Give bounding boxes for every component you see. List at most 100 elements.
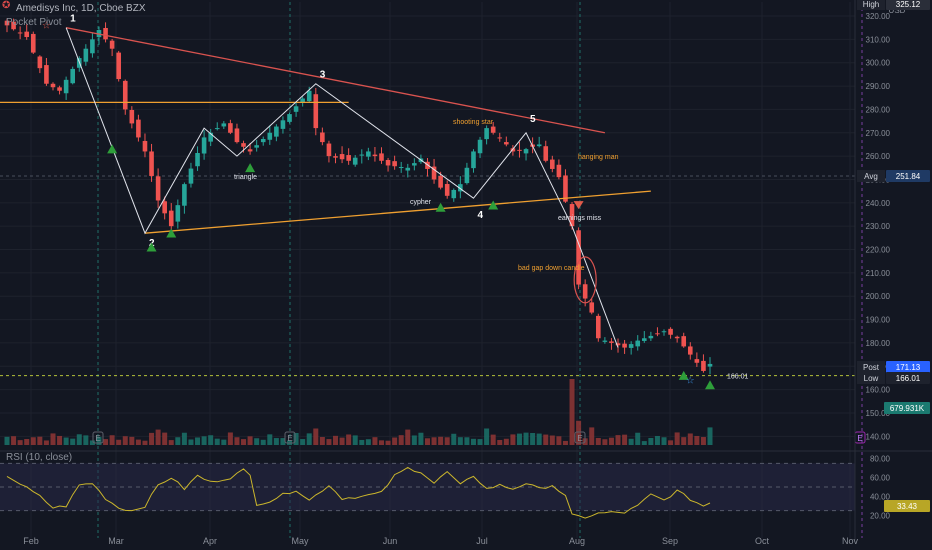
volume-bar <box>398 435 404 445</box>
candle-body <box>497 137 503 139</box>
post-badge-label-box <box>857 361 885 373</box>
candle-body <box>320 132 325 143</box>
candle-body <box>313 94 319 129</box>
post-badge-value: 171.13 <box>896 363 921 372</box>
rsi-tick-label: 20.00 <box>870 511 891 520</box>
triangle-label: triangle <box>234 174 257 181</box>
buy-marker-icon <box>107 144 118 154</box>
volume-bar <box>70 438 76 445</box>
candle-body <box>182 184 187 206</box>
volume-bar <box>569 379 575 445</box>
volume-bar <box>208 435 214 445</box>
month-tick-label: Sep <box>662 536 678 546</box>
candle-body <box>122 80 128 110</box>
buy-marker-icon <box>705 380 715 390</box>
volume-bar <box>135 439 141 445</box>
candle-body <box>707 363 713 367</box>
candle-body <box>648 335 654 339</box>
avg-badge-value-box <box>886 170 930 182</box>
volume-bar <box>89 440 95 445</box>
axes: 140.00150.00160.00170.00180.00190.00200.… <box>23 0 906 546</box>
volume-bar <box>530 432 536 445</box>
volume-bar <box>227 432 233 445</box>
earnings-miss-label: earnings miss <box>558 215 602 222</box>
currency-label: USD <box>889 6 906 15</box>
sell-marker-icon <box>573 201 584 210</box>
candle-body <box>484 128 489 140</box>
candle-body <box>471 151 476 169</box>
volume-bar <box>221 439 227 445</box>
volume-bar <box>267 434 273 445</box>
avg-badge-label: Avg <box>864 172 878 181</box>
volume-bar <box>293 432 299 445</box>
earnings-icon-label: E <box>577 434 582 443</box>
volume-bar <box>57 435 63 445</box>
rsi-tick-label: 80.00 <box>870 455 891 464</box>
candle-body <box>175 205 181 222</box>
volume-bar <box>17 440 23 445</box>
volume-bar <box>562 440 568 445</box>
high-badge-value-box <box>886 0 930 10</box>
volume-bar <box>306 433 312 445</box>
low-tag: 166.01 <box>727 374 749 381</box>
candle-body <box>228 123 233 133</box>
candle-body <box>412 163 417 166</box>
volume-bar <box>438 436 444 445</box>
upper-trendline <box>66 27 606 134</box>
candle-body <box>188 168 194 184</box>
candle-body <box>17 32 23 34</box>
volume-bar <box>50 433 56 445</box>
candle-body <box>247 149 253 152</box>
volume-bar <box>497 439 503 445</box>
candle-body <box>339 154 345 160</box>
candle-body <box>458 184 463 192</box>
volume-bar <box>319 437 325 445</box>
candle-body <box>622 343 627 348</box>
month-tick-label: Jul <box>476 536 488 546</box>
candle-body <box>687 346 693 355</box>
lower-trendline <box>144 190 651 234</box>
volume-bar <box>24 439 30 445</box>
price-tick-label: 180.00 <box>866 339 891 348</box>
candle-body <box>306 90 312 102</box>
candle-body <box>372 154 378 157</box>
buy-marker-icon <box>245 163 256 173</box>
volume-bar <box>359 439 365 445</box>
candle-body <box>444 184 450 196</box>
price-tick-label: 190.00 <box>866 316 891 325</box>
candle-body <box>556 164 562 178</box>
rsi-line <box>6 466 711 519</box>
volume-bar <box>378 440 384 445</box>
volume-bar <box>405 429 411 445</box>
low-badge-value: 166.01 <box>896 374 921 383</box>
volume-bar <box>687 433 693 445</box>
price-tick-label: 310.00 <box>866 35 891 44</box>
volume-bar <box>155 429 161 445</box>
candle-body <box>136 119 141 138</box>
volume-bar <box>280 438 286 445</box>
indicator-label: Pocket Pivot <box>6 17 62 28</box>
volume-bar <box>516 433 522 445</box>
volume-bar <box>162 432 168 445</box>
candle-body <box>293 106 299 112</box>
volume-bar <box>392 437 398 445</box>
volume-bar <box>4 436 10 445</box>
volume-bar <box>76 434 82 445</box>
volume-bar <box>536 433 542 445</box>
price-tick-label: 290.00 <box>866 82 891 91</box>
wave-label-4: 4 <box>477 210 483 221</box>
low-badge-label: Low <box>864 374 879 383</box>
candle-body <box>155 176 161 201</box>
candle-body <box>234 128 240 143</box>
month-tick-label: Apr <box>203 536 217 546</box>
rsi-title: RSI (10, close) <box>6 452 73 463</box>
candle-body <box>280 120 286 129</box>
candle-body <box>168 210 174 227</box>
price-tick-label: 210.00 <box>866 269 891 278</box>
candle-body <box>392 161 397 167</box>
volume-bar <box>510 434 516 445</box>
volume-bar <box>37 436 43 445</box>
volume-bar <box>654 435 660 445</box>
